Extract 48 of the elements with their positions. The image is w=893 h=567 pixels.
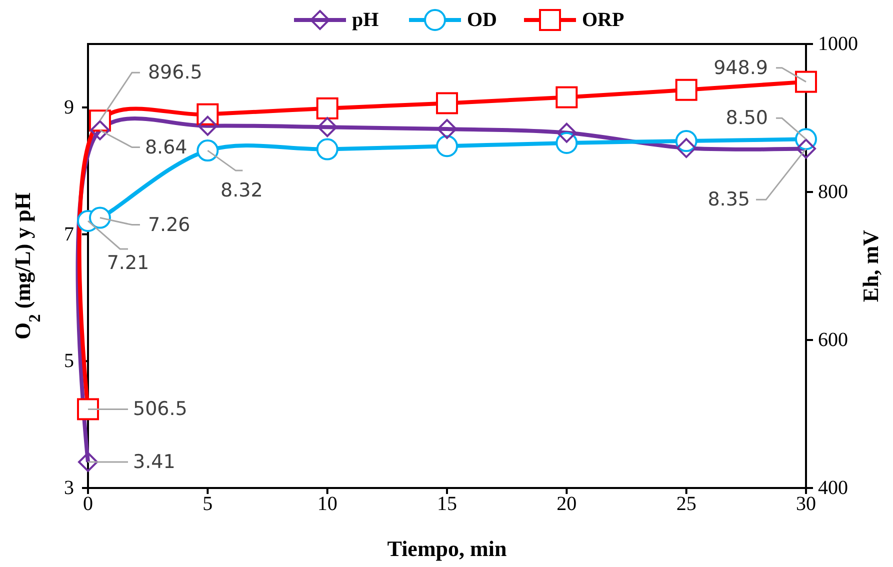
point [78,452,98,472]
y2-tick-label: 400 [818,477,848,499]
data-label: 7.21 [106,252,150,274]
data-label: 8.64 [144,136,188,158]
x-axis-title: Tiempo, min [387,536,507,561]
point [796,138,816,159]
point [316,97,338,120]
y-tick-label: 3 [64,477,74,499]
x-tick-label: 5 [202,493,213,515]
legend-label: OD [467,9,497,31]
x-tick-label: 30 [796,493,816,515]
point [316,138,338,160]
data-label: 3.41 [133,450,176,473]
point [556,122,577,143]
legend-label: ORP [582,9,624,31]
point [436,92,458,114]
point [317,117,338,138]
x-tick-label: 15 [437,493,457,515]
point [556,86,578,108]
point [795,70,817,93]
y2-tick-label: 800 [818,181,848,203]
x-tick-label: 25 [676,493,696,515]
data-label: 506.5 [133,398,188,420]
data-label: 8.35 [708,188,750,211]
data-label: 8.32 [220,180,263,202]
point [90,120,110,140]
data-label: 896.5 [148,62,202,84]
data-label: 8.50 [726,107,768,130]
data-label: 7.26 [148,214,190,236]
x-tick-label: 10 [317,493,338,515]
data-label: 948.9 [714,56,768,79]
y2-axis-title: Eh, mV [858,230,883,302]
y-tick-label: 5 [64,350,74,372]
legend-label: pH [352,9,380,31]
point [676,138,696,158]
x-tick-label: 20 [556,493,577,515]
point [196,140,219,162]
point [88,206,111,229]
point [437,118,457,139]
y-tick-label: 9 [64,96,74,118]
point [77,398,99,420]
point [436,135,458,158]
y2-tick-label: 600 [818,329,848,351]
y-tick-label: 7 [64,223,74,246]
point [675,78,698,101]
y2-tick-label: 1000 [818,33,858,55]
point [198,116,218,136]
x-tick-label: 0 [83,493,93,515]
